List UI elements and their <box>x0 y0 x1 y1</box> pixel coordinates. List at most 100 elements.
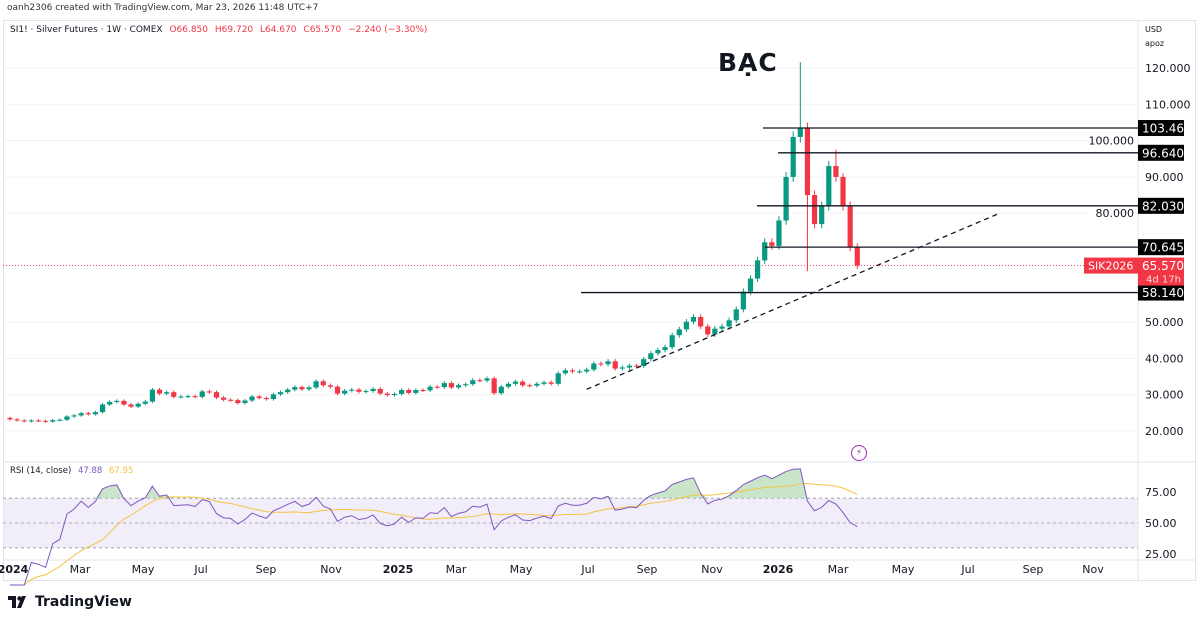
candle-body <box>206 391 212 393</box>
scale-label[interactable]: apoz <box>1145 39 1165 48</box>
candle-body <box>840 176 846 206</box>
level-label: 70.645 <box>1142 241 1184 255</box>
candle <box>99 403 106 414</box>
candle <box>28 419 34 423</box>
currency-label[interactable]: USD <box>1145 25 1163 34</box>
symbol-name[interactable]: SI1! · Silver Futures · 1W · COMEX <box>10 25 163 35</box>
candle <box>384 391 390 397</box>
candle-body <box>228 399 234 401</box>
rsi-tick-label: 25.00 <box>1145 548 1177 561</box>
candle <box>811 190 818 229</box>
candle-body <box>242 400 248 404</box>
price-tick-label: 100.000 <box>1089 135 1135 148</box>
candle <box>648 351 654 362</box>
candle-body <box>14 419 20 421</box>
candle <box>50 418 56 423</box>
candle-body <box>391 393 398 396</box>
countdown-label: 4d 17h <box>1146 275 1181 286</box>
candle <box>313 379 319 390</box>
candle-body <box>427 386 433 391</box>
time-tick-label: Mar <box>445 563 467 576</box>
candle <box>826 160 832 211</box>
candle <box>683 319 689 332</box>
candle-body <box>399 389 405 394</box>
time-tick-label: Nov <box>1082 563 1104 576</box>
candle <box>776 216 782 250</box>
candle <box>14 418 20 422</box>
candle-body <box>598 363 604 365</box>
candle-body <box>413 389 419 393</box>
candle-body <box>164 392 170 394</box>
candle-body <box>406 389 412 393</box>
candle <box>726 317 732 330</box>
candle-body <box>455 385 462 388</box>
lightning-icon[interactable]: ⚡ <box>851 445 867 461</box>
candle <box>505 382 511 389</box>
candle <box>804 122 811 272</box>
candle <box>121 399 127 406</box>
price-tick-label: 30.000 <box>1145 389 1184 402</box>
candle <box>71 414 77 418</box>
candle-body <box>363 391 369 393</box>
candle-body <box>28 420 34 422</box>
candle <box>747 275 754 295</box>
candle-body <box>107 401 113 405</box>
candle <box>391 392 398 397</box>
candle-body <box>256 396 262 398</box>
candle <box>463 382 469 388</box>
candle <box>719 323 725 332</box>
candle-body <box>199 391 205 397</box>
candle-body <box>149 389 155 402</box>
candle-body <box>221 397 227 400</box>
candle-body <box>156 389 163 394</box>
candle <box>434 384 440 389</box>
candle <box>320 379 326 388</box>
candle <box>698 314 704 330</box>
candle-body <box>804 128 811 196</box>
candle <box>199 389 205 399</box>
candle <box>213 390 220 400</box>
candle <box>491 376 497 395</box>
candle <box>142 400 148 406</box>
time-tick-label: 2025 <box>382 563 414 576</box>
candle-body <box>313 381 319 388</box>
tradingview-logo[interactable]: TradingView <box>8 594 132 610</box>
candle <box>655 347 661 356</box>
candle-body <box>135 403 141 407</box>
candle-body <box>334 386 341 394</box>
tradingview-logo-icon <box>8 596 26 608</box>
time-tick-label: Nov <box>701 563 723 576</box>
time-tick-label: Jul <box>581 563 595 576</box>
rsi-label[interactable]: RSI (14, close) <box>10 466 72 476</box>
candle <box>427 384 433 393</box>
candle <box>441 381 447 389</box>
candle-body <box>142 401 148 404</box>
candle-body <box>235 400 241 404</box>
price-tick-label-bg <box>1088 133 1136 148</box>
candle-body <box>534 383 540 386</box>
candle <box>790 131 796 182</box>
candle <box>221 396 227 402</box>
candle-body <box>740 291 746 310</box>
candle <box>156 387 163 396</box>
price-tick-label: 110.000 <box>1145 98 1191 111</box>
candle-body <box>470 380 476 385</box>
candle-body <box>669 335 675 348</box>
candle-body <box>676 329 682 336</box>
candle-body <box>178 396 184 398</box>
candle <box>413 388 419 395</box>
price-tick-label: 120.000 <box>1145 62 1191 75</box>
candle <box>64 415 70 422</box>
candle <box>399 388 405 396</box>
candle <box>107 400 113 406</box>
candle <box>641 356 647 369</box>
candle <box>164 390 170 396</box>
candle-body <box>434 386 440 388</box>
candle-body <box>662 347 668 351</box>
candle <box>733 306 739 324</box>
symbol-legend: SI1! · Silver Futures · 1W · COMEX O66.8… <box>10 25 427 35</box>
candle <box>562 368 568 376</box>
time-tick-label: May <box>131 563 155 576</box>
candle <box>299 385 305 391</box>
